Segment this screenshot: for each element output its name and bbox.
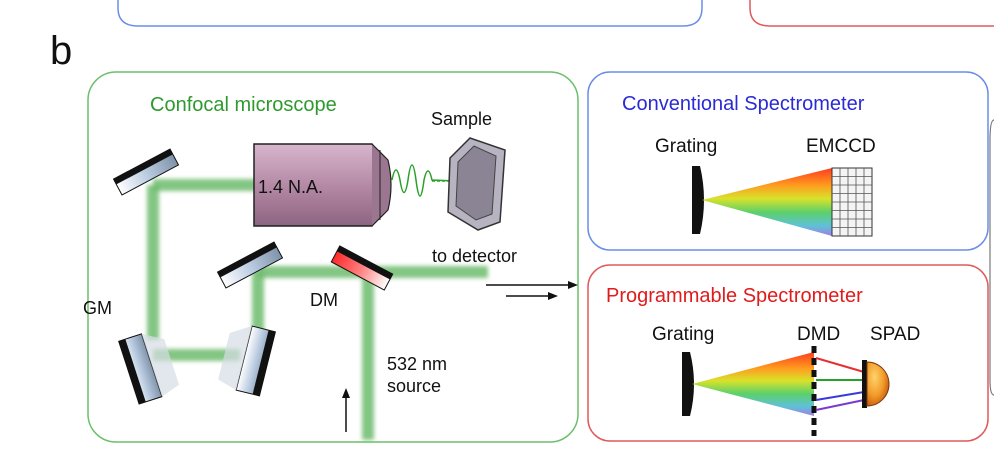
confocal-title: Confocal microscope — [150, 94, 337, 116]
source-label-line2: source — [387, 376, 441, 396]
source-label-line1: 532 nm — [387, 354, 447, 374]
gm-label: GM — [83, 298, 112, 318]
dmd-reflected-rays — [815, 357, 865, 411]
objective-lens — [253, 143, 392, 227]
programmable-spectrum-fan — [692, 352, 814, 416]
dichroic-mirror — [330, 245, 394, 291]
objective-label: 1.4 N.A. — [258, 177, 323, 197]
top-blue-box-edge — [117, 0, 703, 27]
sample-label: Sample — [431, 109, 492, 129]
confocal-microscope-panel: Confocal microscope — [83, 71, 579, 443]
galvo-mirror-left — [118, 333, 180, 405]
spad-label: SPAD — [870, 324, 920, 345]
programmable-grating — [682, 352, 694, 416]
spad-detector — [862, 360, 890, 408]
right-cropped-box-edge — [989, 119, 994, 396]
to-detector-label: to detector — [432, 246, 517, 266]
confocal-box — [87, 71, 579, 443]
conventional-box — [587, 71, 989, 251]
conventional-spectrum-fan — [702, 168, 832, 236]
dmd-label: DMD — [797, 324, 840, 345]
dm-label: DM — [310, 290, 338, 310]
to-detector-arrows — [486, 281, 578, 300]
panel-letter: b — [50, 29, 72, 73]
mirror-top-left — [112, 148, 180, 196]
mirror-middle — [216, 241, 284, 289]
sample — [447, 137, 506, 231]
galvo-mirror-right — [218, 325, 276, 397]
programmable-box — [587, 264, 989, 442]
emission-pulse — [391, 164, 456, 197]
top-red-box-edge — [749, 0, 994, 27]
programmable-grating-label: Grating — [652, 324, 714, 345]
conventional-spectrometer-panel: Conventional Spectrometer Grating EMCCD — [587, 71, 989, 251]
programmable-spectrometer-panel: Programmable Spectrometer Grating DMD SP… — [587, 264, 989, 442]
conventional-title: Conventional Spectrometer — [622, 93, 865, 115]
conventional-grating — [692, 166, 704, 234]
source-arrow — [342, 388, 350, 432]
programmable-title: Programmable Spectrometer — [606, 285, 863, 307]
emccd-label: EMCCD — [806, 136, 876, 157]
conventional-grating-label: Grating — [655, 136, 717, 157]
emccd-sensor — [831, 167, 873, 237]
